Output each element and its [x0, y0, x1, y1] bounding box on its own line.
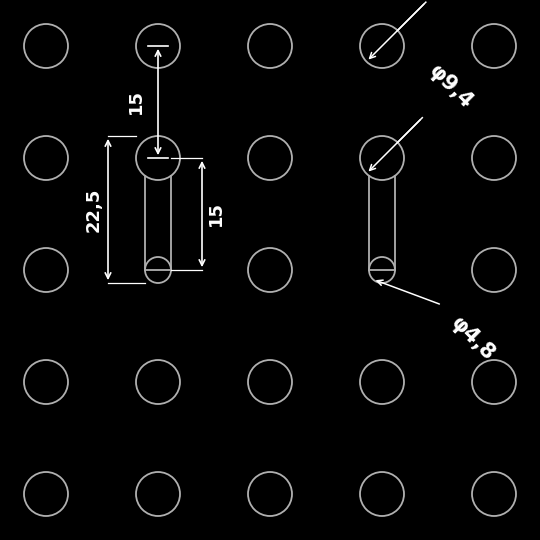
Bar	[145, 176, 171, 270]
Circle shape	[133, 133, 183, 183]
Text: 22,5: 22,5	[85, 187, 103, 232]
Text: 15: 15	[207, 201, 225, 226]
Text: φ4,8: φ4,8	[447, 313, 499, 365]
Text: 15: 15	[127, 90, 145, 114]
Bar	[369, 176, 395, 270]
Circle shape	[357, 133, 407, 183]
Circle shape	[366, 254, 398, 286]
Text: φ9,4: φ9,4	[424, 61, 476, 113]
Circle shape	[142, 254, 174, 286]
